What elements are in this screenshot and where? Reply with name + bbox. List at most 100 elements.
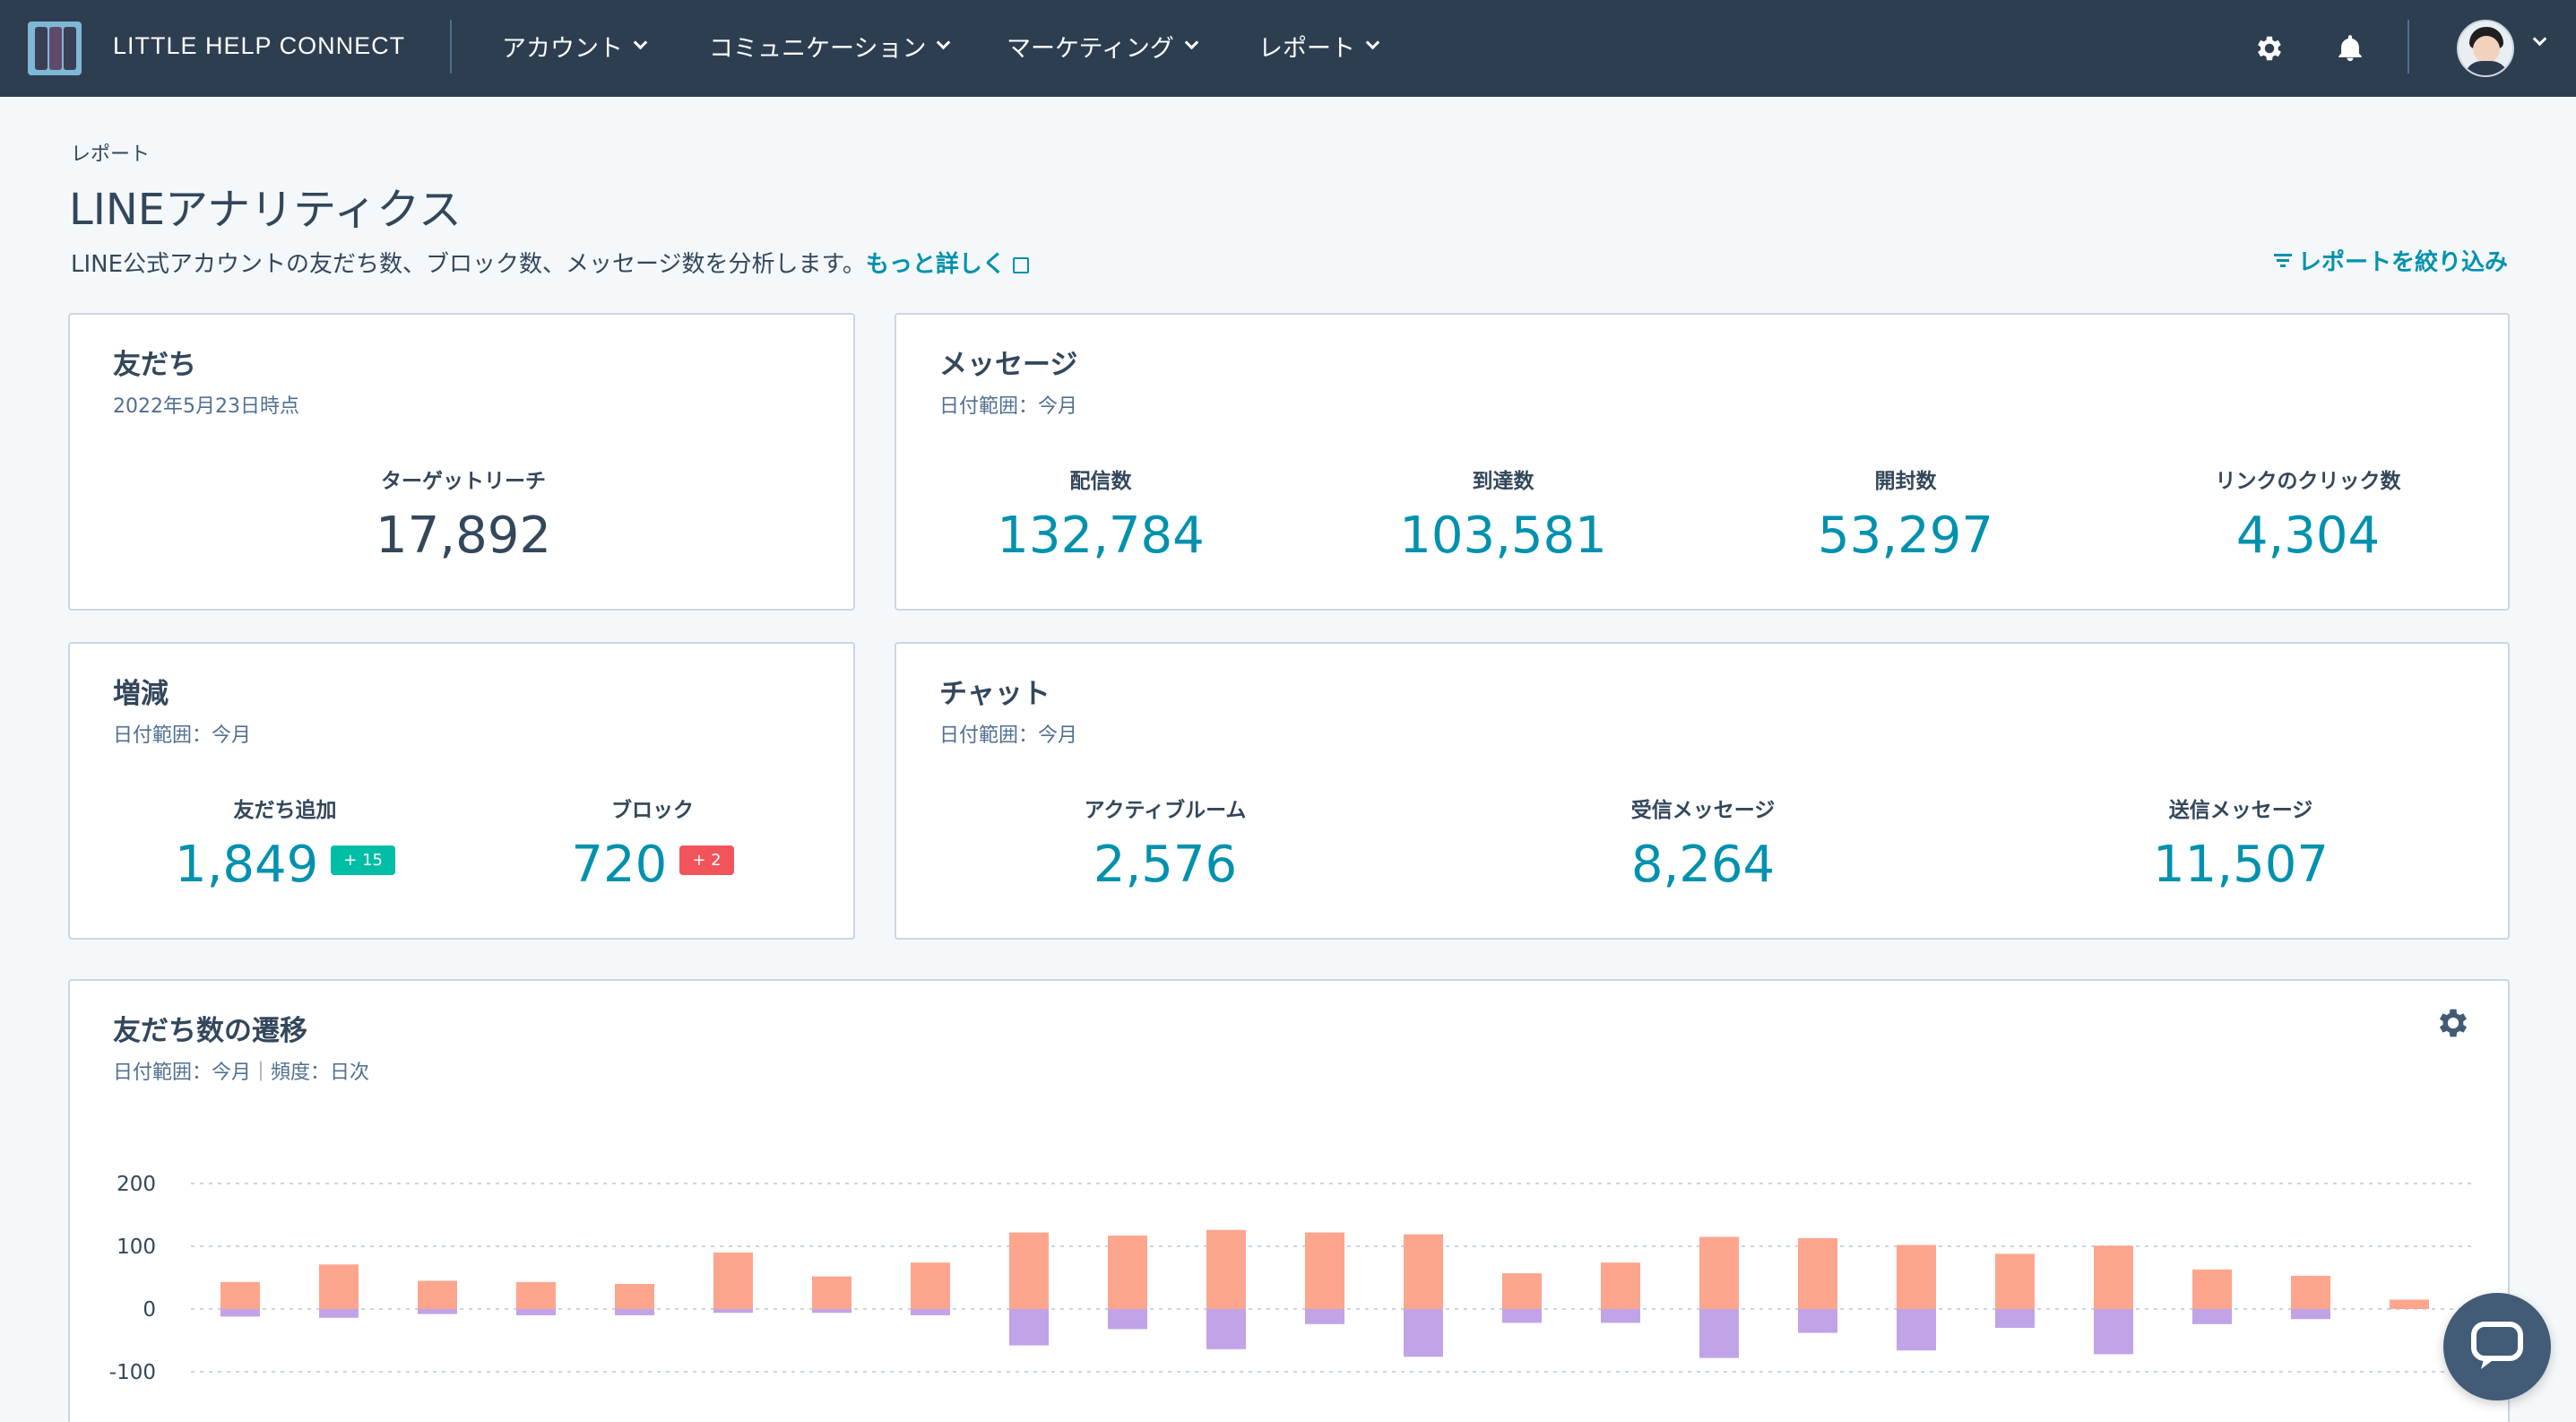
page-title: LINEアナリティクス bbox=[69, 185, 462, 235]
bar-block[interactable] bbox=[812, 1309, 851, 1314]
nav-menu-label: レポート bbox=[1258, 35, 1355, 63]
stat-label: アクティブルーム bbox=[1084, 799, 1247, 822]
nav-menu-communication[interactable]: コミュニケーション bbox=[709, 29, 951, 64]
stat-label: 送信メッセージ bbox=[2168, 799, 2313, 822]
bar-block[interactable] bbox=[319, 1309, 359, 1318]
bar-block[interactable] bbox=[516, 1309, 556, 1315]
target-reach-stat: ターゲットリーチ 17,892 bbox=[70, 464, 857, 565]
card-title: 増減 bbox=[113, 678, 169, 710]
link-click-stat: リンクのクリック数 4,304 bbox=[2151, 464, 2465, 565]
stat-label: 受信メッセージ bbox=[1630, 799, 1776, 822]
app-logo[interactable] bbox=[28, 22, 82, 75]
nav-menu-report[interactable]: レポート bbox=[1258, 29, 1380, 64]
bar-block[interactable] bbox=[1699, 1309, 1739, 1358]
page-description: LINE公式アカウントの友だち数、ブロック数、メッセージ数を分析します。もっと詳… bbox=[71, 246, 1029, 279]
block-stat: ブロック 720 + 2 bbox=[509, 793, 796, 894]
bar-block[interactable] bbox=[418, 1309, 457, 1314]
filter-icon bbox=[2273, 253, 2293, 268]
bar-friend-add[interactable] bbox=[319, 1264, 359, 1309]
bar-block[interactable] bbox=[911, 1309, 950, 1315]
card-title: チャット bbox=[939, 678, 1050, 710]
filter-label: レポートを絞り込み bbox=[2297, 249, 2508, 276]
bar-friend-add[interactable] bbox=[1108, 1236, 1147, 1309]
change-badge-positive: + 15 bbox=[331, 845, 396, 876]
bar-block[interactable] bbox=[1601, 1309, 1640, 1323]
stat-label: 開封数 bbox=[1874, 470, 1937, 493]
bar-friend-add[interactable] bbox=[1699, 1236, 1739, 1310]
friends-card: 友だち 2022年5月23日時点 ターゲットリーチ 17,892 bbox=[68, 313, 855, 611]
card-subtitle: 日付範囲：今月｜頻度：日次 bbox=[113, 1062, 370, 1084]
nav-menu-account[interactable]: アカウント bbox=[502, 29, 648, 64]
stat-label: 友だち追加 bbox=[233, 799, 337, 822]
bar-block[interactable] bbox=[1798, 1309, 1837, 1333]
bar-block[interactable] bbox=[615, 1309, 654, 1315]
bar-friend-add[interactable] bbox=[1798, 1237, 1837, 1309]
bar-friend-add[interactable] bbox=[1009, 1232, 1049, 1309]
sent-message-stat: 送信メッセージ 11,507 bbox=[2106, 793, 2375, 894]
user-avatar[interactable] bbox=[2457, 20, 2514, 77]
bar-block[interactable] bbox=[1995, 1309, 2035, 1328]
chat-widget-button[interactable] bbox=[2443, 1293, 2551, 1400]
bar-block[interactable] bbox=[2291, 1309, 2330, 1320]
card-subtitle: 日付範囲：今月 bbox=[113, 724, 252, 747]
bar-friend-add[interactable] bbox=[1601, 1262, 1640, 1309]
learn-more-link[interactable]: もっと詳しく bbox=[866, 251, 1029, 278]
stat-label: ターゲットリーチ bbox=[381, 470, 546, 493]
bar-friend-add[interactable] bbox=[2094, 1245, 2133, 1309]
stat-value: 1,849 + 15 bbox=[115, 836, 455, 894]
bar-friend-add[interactable] bbox=[615, 1284, 654, 1309]
bar-friend-add[interactable] bbox=[2291, 1275, 2330, 1309]
settings-gear-icon[interactable] bbox=[2250, 29, 2289, 68]
card-title: 友だち bbox=[113, 349, 196, 381]
filter-report-button[interactable]: レポートを絞り込み bbox=[2273, 244, 2508, 277]
bar-block[interactable] bbox=[1206, 1309, 1246, 1349]
card-subtitle: 2022年5月23日時点 bbox=[113, 395, 299, 418]
nav-menu-marketing[interactable]: マーケティング bbox=[1007, 29, 1199, 64]
chevron-down-icon bbox=[633, 35, 648, 50]
chevron-down-icon bbox=[1184, 35, 1199, 50]
bar-friend-add[interactable] bbox=[2192, 1269, 2232, 1309]
bar-friend-add[interactable] bbox=[220, 1281, 260, 1309]
brand-name[interactable]: LITTLE HELP CONNECT bbox=[113, 32, 406, 59]
bar-block[interactable] bbox=[1502, 1309, 1542, 1323]
bar-friend-add[interactable] bbox=[516, 1281, 556, 1309]
friends-trend-chart: 200 100 0 -100 bbox=[109, 1173, 2477, 1384]
bar-friend-add[interactable] bbox=[1305, 1232, 1344, 1309]
delivered-stat: 配信数 132,784 bbox=[966, 464, 1235, 565]
chevron-down-icon bbox=[1365, 35, 1380, 50]
y-tick-label: 200 bbox=[117, 1173, 156, 1196]
bar-block[interactable] bbox=[2192, 1309, 2232, 1324]
messages-card: メッセージ 日付範囲：今月 配信数 132,784 到達数 103,581 開封… bbox=[895, 313, 2510, 611]
opened-stat: 開封数 53,297 bbox=[1771, 464, 2040, 565]
nav-menu-label: マーケティング bbox=[1007, 35, 1174, 63]
stat-label: 到達数 bbox=[1472, 470, 1534, 493]
bar-block[interactable] bbox=[220, 1309, 260, 1317]
chart-settings-gear-icon[interactable] bbox=[2434, 1004, 2472, 1045]
bell-icon[interactable] bbox=[2330, 29, 2370, 68]
bar-block[interactable] bbox=[1897, 1309, 1936, 1351]
bar-friend-add[interactable] bbox=[713, 1253, 753, 1309]
bar-friend-add[interactable] bbox=[812, 1276, 851, 1309]
stat-value: 53,297 bbox=[1818, 507, 1993, 565]
bar-block[interactable] bbox=[1108, 1309, 1147, 1330]
breadcrumb[interactable]: レポート bbox=[71, 143, 151, 166]
bar-block[interactable] bbox=[1404, 1309, 1443, 1357]
bar-friend-add[interactable] bbox=[1897, 1244, 1936, 1309]
bar-friend-add[interactable] bbox=[2390, 1299, 2429, 1310]
description-text: LINE公式アカウントの友だち数、ブロック数、メッセージ数を分析します。 bbox=[71, 251, 866, 278]
bar-friend-add[interactable] bbox=[1404, 1234, 1443, 1309]
bar-friend-add[interactable] bbox=[418, 1280, 457, 1310]
bar-block[interactable] bbox=[1305, 1309, 1344, 1324]
nav-divider bbox=[2407, 20, 2409, 74]
nav-menu-label: アカウント bbox=[502, 35, 623, 63]
change-badge-negative: + 2 bbox=[679, 845, 734, 876]
bar-block[interactable] bbox=[2094, 1309, 2133, 1355]
bar-friend-add[interactable] bbox=[1995, 1253, 2035, 1309]
bar-friend-add[interactable] bbox=[1206, 1229, 1246, 1309]
card-title: メッセージ bbox=[939, 349, 1078, 381]
chevron-down-icon[interactable] bbox=[2532, 31, 2547, 47]
bar-block[interactable] bbox=[1009, 1309, 1049, 1346]
bar-friend-add[interactable] bbox=[1502, 1273, 1542, 1309]
bar-block[interactable] bbox=[713, 1309, 753, 1314]
bar-friend-add[interactable] bbox=[911, 1262, 950, 1309]
